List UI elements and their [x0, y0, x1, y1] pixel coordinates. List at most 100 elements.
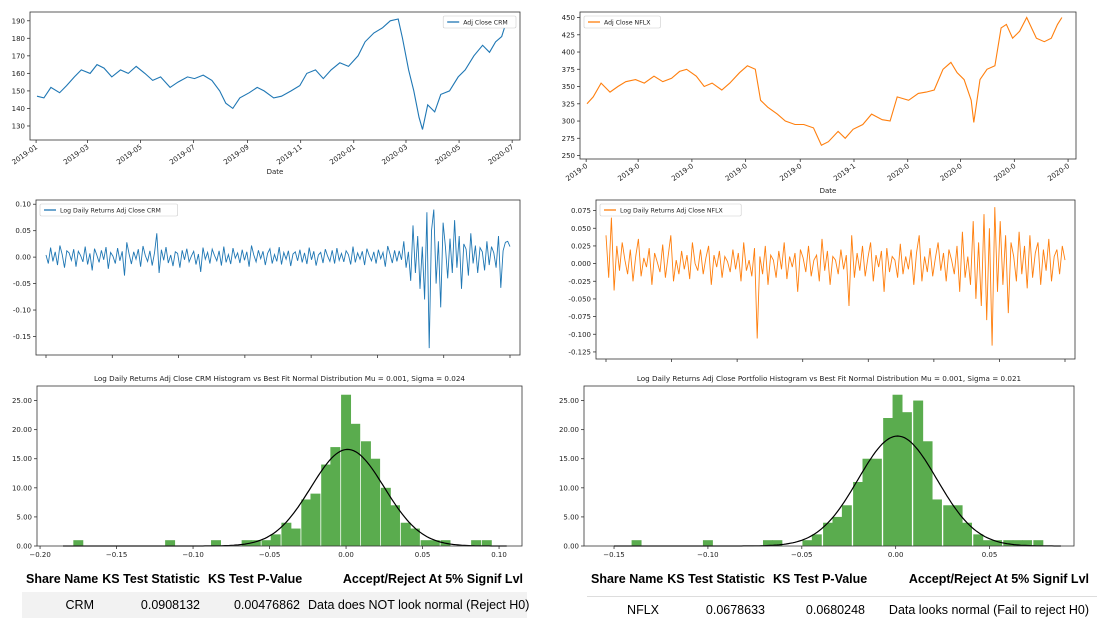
histogram-bar — [992, 540, 1003, 546]
y-tick-label: 190 — [12, 17, 25, 25]
histogram-bar — [310, 493, 321, 546]
histogram-bar — [390, 505, 400, 546]
histogram-bar — [841, 505, 852, 546]
plot-frame — [36, 385, 523, 547]
y-tick-label: -0.05 — [13, 280, 31, 288]
histogram-bar — [862, 458, 873, 546]
crm-hist-svg: Log Daily Returns Adj Close CRM Histogra… — [12, 374, 523, 559]
histogram-bar — [802, 540, 813, 546]
histogram-bar — [922, 441, 933, 546]
x-tick-label: −0.05 — [791, 551, 812, 559]
nflx-ks-table: Share Name KS Test Statistic KS Test P-V… — [587, 566, 1097, 623]
histogram-bar — [250, 540, 261, 546]
x-tick-label: 2020-07 — [487, 143, 516, 166]
x-tick-label: 2019-0 — [670, 162, 695, 183]
histogram-bar — [952, 505, 963, 546]
histogram-bar — [420, 540, 431, 546]
y-tick-label: 0.05 — [15, 227, 31, 235]
histogram-bar — [321, 464, 332, 546]
histogram-bar — [270, 534, 281, 546]
histogram-bar — [973, 534, 984, 546]
histogram-bar — [763, 540, 773, 546]
chart-title: Log Daily Returns Adj Close CRM Histogra… — [94, 374, 465, 383]
x-tick-label: 0.00 — [338, 551, 354, 559]
histogram-bar — [400, 522, 411, 546]
x-tick-label: −0.05 — [259, 551, 280, 559]
crm-price-chart: 130 140 150 160 170 180 190 2019-01 2019-03 2019-… — [0, 0, 525, 195]
nflx-hist-svg: Log Daily Returns Adj Close Portfolio Hi… — [559, 374, 1075, 559]
x-tick-label: 2019-05 — [115, 143, 144, 166]
histogram-bar — [301, 499, 312, 546]
chart-title: Log Daily Returns Adj Close Portfolio Hi… — [637, 374, 1021, 383]
plot-frame — [583, 385, 1075, 547]
histogram-bar — [211, 540, 221, 546]
y-tick-label: 25.00 — [559, 397, 579, 405]
y-tick-label: -0.025 — [568, 278, 591, 286]
series-line — [36, 18, 507, 130]
y-tick-label: 0.025 — [571, 242, 591, 250]
nflx-returns-chart: -0.125 -0.100 -0.075 -0.050 -0.025 0.000 0.025… — [550, 198, 1104, 363]
histogram-bar — [853, 482, 864, 546]
y-tick-label: 5.00 — [16, 513, 32, 521]
header-ks-statistic: KS Test Statistic — [102, 572, 200, 586]
histogram-bar — [1033, 540, 1044, 546]
x-tick-label: −0.15 — [603, 551, 624, 559]
y-tick-label: 15.00 — [12, 455, 32, 463]
plot-frame — [35, 199, 521, 356]
x-tick-label: 2019-0 — [564, 162, 589, 183]
series-line — [45, 209, 511, 349]
series-line — [605, 207, 1066, 346]
x-tick-label: 2019-01 — [11, 143, 40, 166]
histogram-bar — [380, 487, 391, 546]
x-tick-label: 2019-11 — [275, 143, 304, 166]
y-tick-label: -0.125 — [568, 348, 591, 356]
x-tick-label: −0.20 — [29, 551, 50, 559]
y-tick-label: 10.00 — [12, 484, 32, 492]
plot-frame — [579, 11, 1077, 160]
crm-price-svg: 130 140 150 160 170 180 190 2019-01 2019-03 2019-… — [11, 11, 521, 176]
histogram-bar — [913, 400, 924, 546]
y-tick-label: 150 — [12, 87, 25, 95]
histogram-bar — [370, 458, 381, 546]
histogram-bar — [772, 540, 783, 546]
histogram-bar — [871, 458, 882, 546]
nflx-price-chart: 250 275 300 325 350 375 400 425 450 2019-0 2019-0 2… — [550, 0, 1104, 195]
plot-frame — [29, 11, 521, 141]
y-tick-label: -0.10 — [13, 307, 31, 315]
legend: Log Daily Returns Adj Close NFLX — [599, 203, 742, 217]
x-tick-label: 2019-03 — [62, 143, 91, 166]
crm-returns-chart: -0.15 -0.10 -0.05 0.00 0.05 0.10 Log Daily Ret… — [0, 198, 525, 363]
x-tick-label: 2020-0 — [1046, 162, 1071, 183]
y-tick-label: 170 — [12, 52, 25, 60]
y-tick-label: 0.075 — [571, 207, 591, 215]
nflx-histogram-chart: Log Daily Returns Adj Close Portfolio Hi… — [550, 370, 1104, 560]
y-tick-label: 10.00 — [559, 484, 579, 492]
crm-returns-svg: -0.15 -0.10 -0.05 0.00 0.05 0.10 Log Daily Ret… — [13, 199, 521, 358]
y-tick-label: 20.00 — [12, 426, 32, 434]
legend: Log Daily Returns Adj Close CRM — [39, 203, 178, 217]
header-ks-statistic: KS Test Statistic — [667, 572, 765, 586]
histogram-bar — [341, 394, 352, 546]
table-header: Share Name KS Test Statistic KS Test P-V… — [587, 566, 1097, 592]
header-accept-reject: Accept/Reject At 5% Signif Lvl — [342, 572, 523, 586]
nflx-returns-svg: -0.125 -0.100 -0.075 -0.050 -0.025 0.000 0.025… — [568, 199, 1076, 362]
y-tick-label: 0.000 — [571, 260, 591, 268]
y-tick-label: 15.00 — [559, 455, 579, 463]
histogram-bar — [409, 528, 420, 546]
x-tick-label: 2019-07 — [168, 143, 197, 166]
x-tick-label: 0.00 — [888, 551, 904, 559]
histogram-bar — [811, 534, 822, 546]
y-tick-label: 0.00 — [15, 254, 31, 262]
histogram-bar — [261, 540, 272, 546]
y-tick-label: 180 — [12, 35, 25, 43]
x-tick-label: −0.10 — [182, 551, 203, 559]
histogram-bar — [281, 522, 292, 546]
cell-share-name: CRM — [65, 598, 94, 612]
histogram-bar — [73, 540, 84, 546]
x-axis-label: Date — [267, 168, 284, 176]
cell-accept-reject: Data looks normal (Fail to reject H0) — [888, 603, 1089, 617]
header-ks-pvalue: KS Test P-Value — [208, 572, 303, 586]
table-row: NFLX 0.0678633 0.0680248 Data looks norm… — [587, 596, 1097, 623]
cell-ks-pvalue: 0.0680248 — [805, 603, 865, 617]
histogram-bar — [982, 540, 993, 546]
